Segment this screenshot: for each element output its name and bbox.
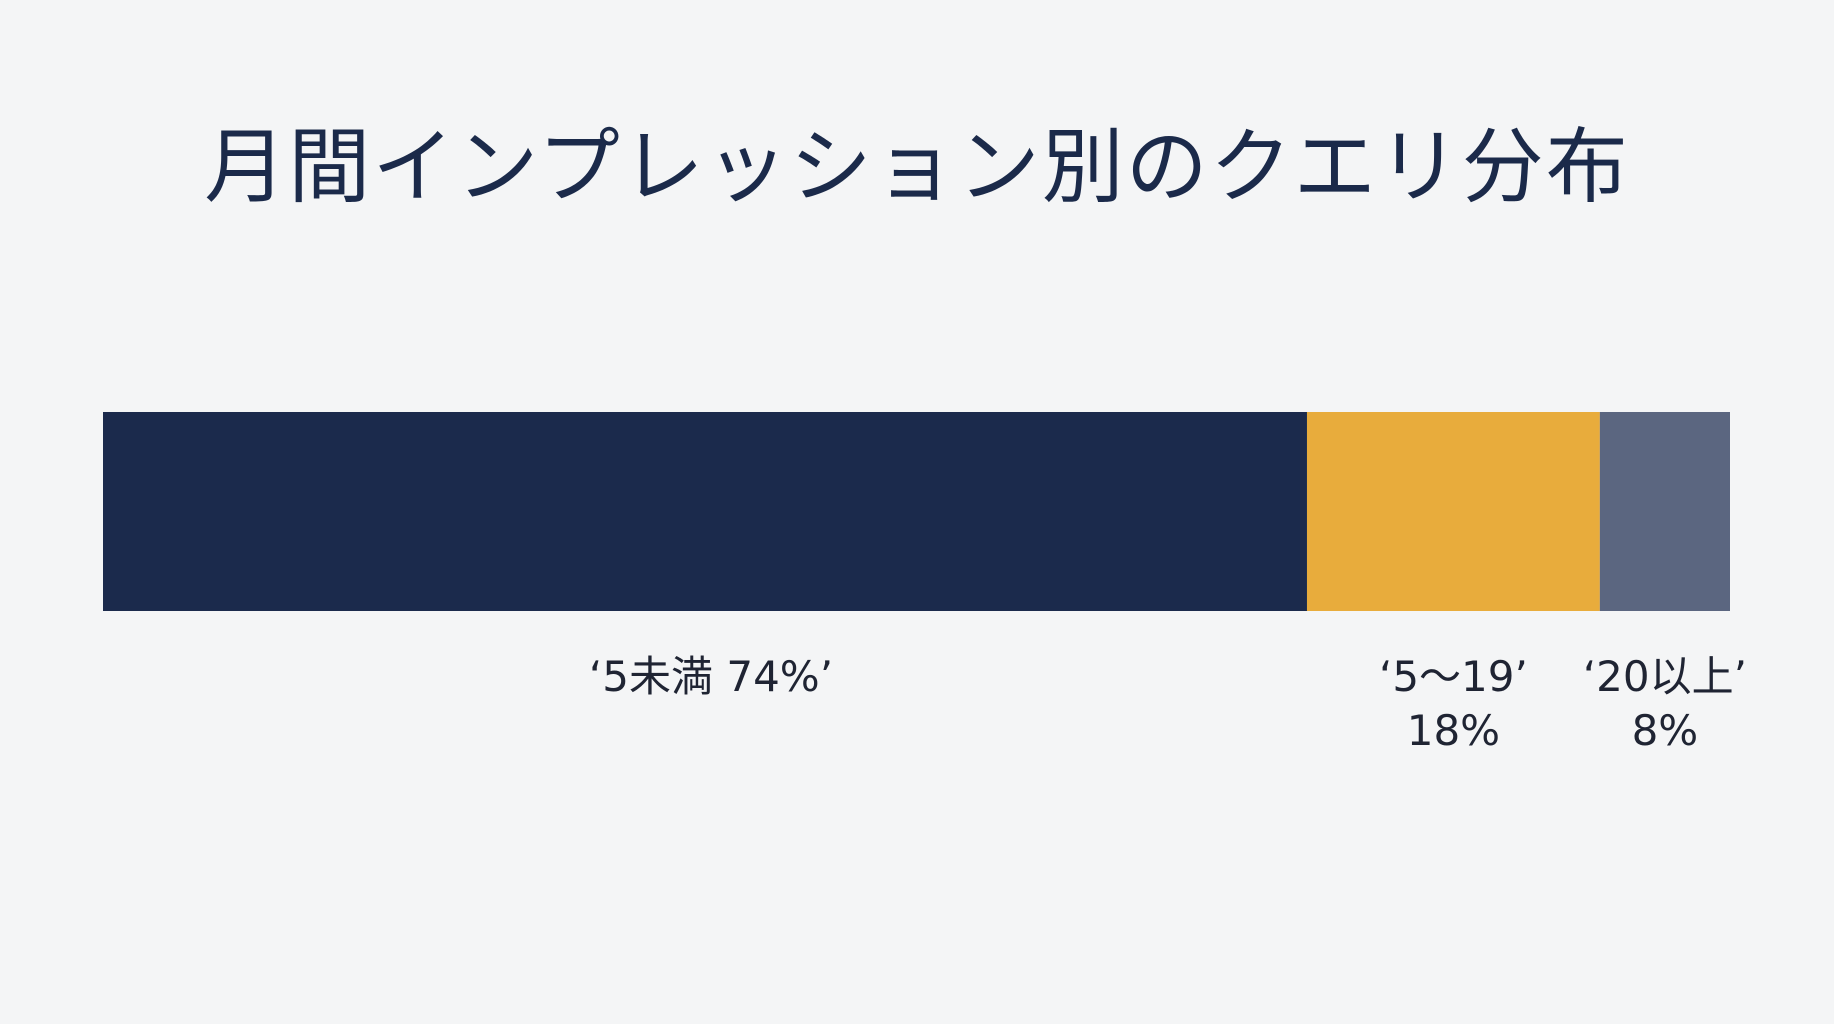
bar-segment-2	[1306, 412, 1600, 611]
segment-label-3: ‘20以上’ 8%	[1495, 650, 1834, 758]
segment-label-2: ‘5〜19’ 18%	[1283, 650, 1623, 758]
segment-label-line: ‘5〜19’	[1378, 652, 1528, 701]
segment-label-1: ‘5未満 74%’	[541, 650, 881, 704]
bar-segment-3	[1599, 412, 1730, 611]
segment-label-line: ‘20以上’	[1582, 652, 1747, 701]
segment-label-line: 18%	[1406, 706, 1501, 755]
segment-label-line: 8%	[1631, 706, 1699, 755]
bar-segment-1	[103, 412, 1307, 611]
segment-label-line: ‘5未満 74%’	[588, 652, 834, 701]
chart-title: 月間インプレッション別のクエリ分布	[204, 120, 1630, 215]
